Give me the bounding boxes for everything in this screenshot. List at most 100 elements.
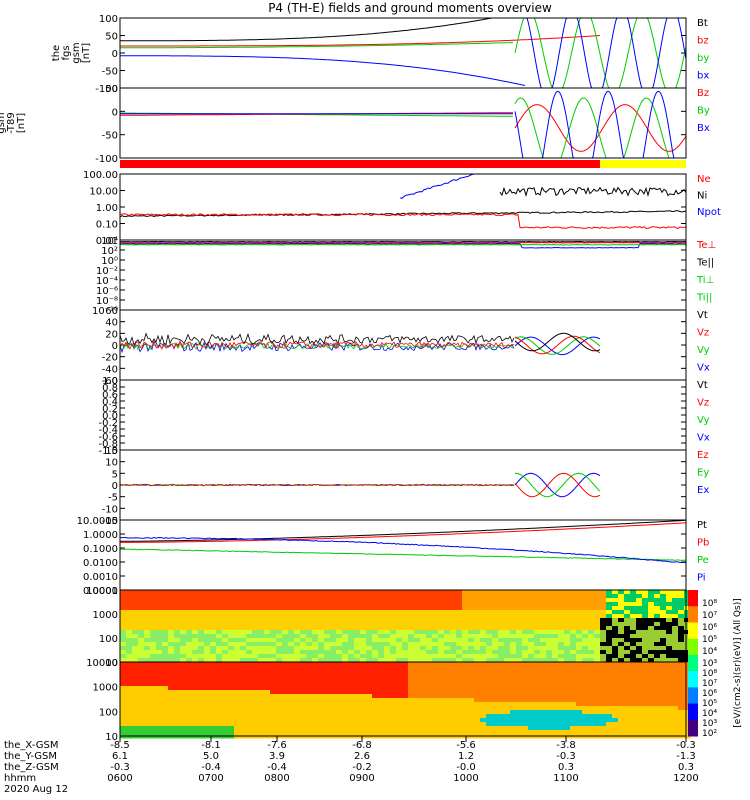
spectrogram-cell [642,610,649,615]
spectrogram-cell [564,730,571,735]
spectrogram-cell [606,714,613,719]
spectrogram-cell [642,630,649,635]
spectrogram-cell [618,590,625,595]
spectrogram-cell [288,686,295,691]
spectrogram-cell [582,622,589,627]
spectrogram-cell [198,682,205,687]
colorbar-tick: 10⁷ [702,611,717,621]
spectrogram-cell [294,614,301,619]
spectrogram-cell [564,686,571,691]
spectrogram-cell [246,602,253,607]
spectrogram-cell [258,666,265,671]
spectrogram-cell [636,646,643,651]
spectrogram-cell [588,694,595,699]
spectrogram-cell [534,626,541,631]
spectrogram-cell [150,634,157,639]
spectrogram-cell [384,666,391,671]
spectrogram-cell [138,730,145,735]
spectrogram-cell [372,710,379,715]
spectrogram-cell [672,614,679,619]
spectrogram-cell [576,726,583,731]
spectrogram-cell [564,602,571,607]
spectrogram-cell [600,682,607,687]
spectrogram-cell [558,682,565,687]
spectrogram-cell [462,602,469,607]
y-tick-label: 10⁻¹⁰ [92,306,118,317]
spectrogram-cell [390,622,397,627]
spectrogram-cell [558,638,565,643]
spectrogram-cell [414,706,421,711]
spectrogram-cell [246,662,253,667]
spectrogram-cell [588,690,595,695]
spectrogram-cell [180,618,187,623]
spectrogram-cell [234,698,241,703]
spectrogram-cell [150,730,157,735]
spectrogram-cell [396,610,403,615]
spectrogram-cell [552,626,559,631]
panel-frame [119,239,687,311]
spectrogram-cell [132,666,139,671]
spectrogram-cell [228,710,235,715]
spectrogram-cell [600,686,607,691]
spectrogram-cell [624,634,631,639]
spectrogram-cell [636,606,643,611]
spectrogram-cell [654,590,661,595]
spectrogram-cell [468,698,475,703]
spectrogram-cell [240,642,247,647]
spectrogram-cell [582,626,589,631]
spectrogram-cell [222,646,229,651]
spectrogram-cell [672,654,679,659]
spectrogram-cell [594,686,601,691]
spectrogram-cell [654,710,661,715]
spectrogram-cell [534,694,541,699]
spectrogram-cell [378,634,385,639]
spectrogram-cell [240,622,247,627]
spectrogram-cell [210,714,217,719]
spectrogram-cell [492,698,499,703]
spectrogram-cell [438,730,445,735]
spectrogram-cell [540,638,547,643]
spectrogram-cell [228,714,235,719]
spectrogram-cell [606,626,613,631]
spectrogram-cell [270,686,277,691]
spectrogram-cell [366,682,373,687]
spectrogram-cell [510,650,517,655]
spectrogram-cell [594,646,601,651]
spectrogram-cell [192,694,199,699]
spectrogram-cell [300,702,307,707]
spectrogram-cell [450,606,457,611]
spectrogram-cell [546,590,553,595]
spectrogram-cell [648,606,655,611]
spectrogram-cell [204,726,211,731]
spectrogram-cell [666,690,673,695]
spectrogram-cell [258,678,265,683]
spectrogram-cell [414,614,421,619]
spectrogram-cell [390,670,397,675]
spectrogram-cell [504,598,511,603]
spectrogram-cell [348,714,355,719]
spectrogram-cell [204,598,211,603]
spectrogram-cell [504,658,511,663]
spectrogram-cell [354,730,361,735]
spectrogram-cell [504,730,511,735]
spectrogram-cell [528,706,535,711]
spectrogram-cell [462,658,469,663]
spectrogram-cell [600,678,607,683]
spectrogram-cell [156,690,163,695]
spectrogram-cell [666,722,673,727]
spectrogram-cell [516,634,523,639]
spectrogram-cell [162,606,169,611]
spectrogram-cell [162,730,169,735]
spectrogram-cell [438,654,445,659]
spectrogram-cell [504,706,511,711]
spectrogram-cell [210,614,217,619]
spectrogram-cell [234,682,241,687]
spectrogram-cell [408,614,415,619]
spectrogram-cell [450,678,457,683]
spectrogram-cell [312,650,319,655]
y-tick-label: 1.00 [96,203,118,214]
spectrogram-cell [288,614,295,619]
spectrogram-cell [210,666,217,671]
colorbar-segment [688,719,698,737]
spectrogram-cell [468,666,475,671]
